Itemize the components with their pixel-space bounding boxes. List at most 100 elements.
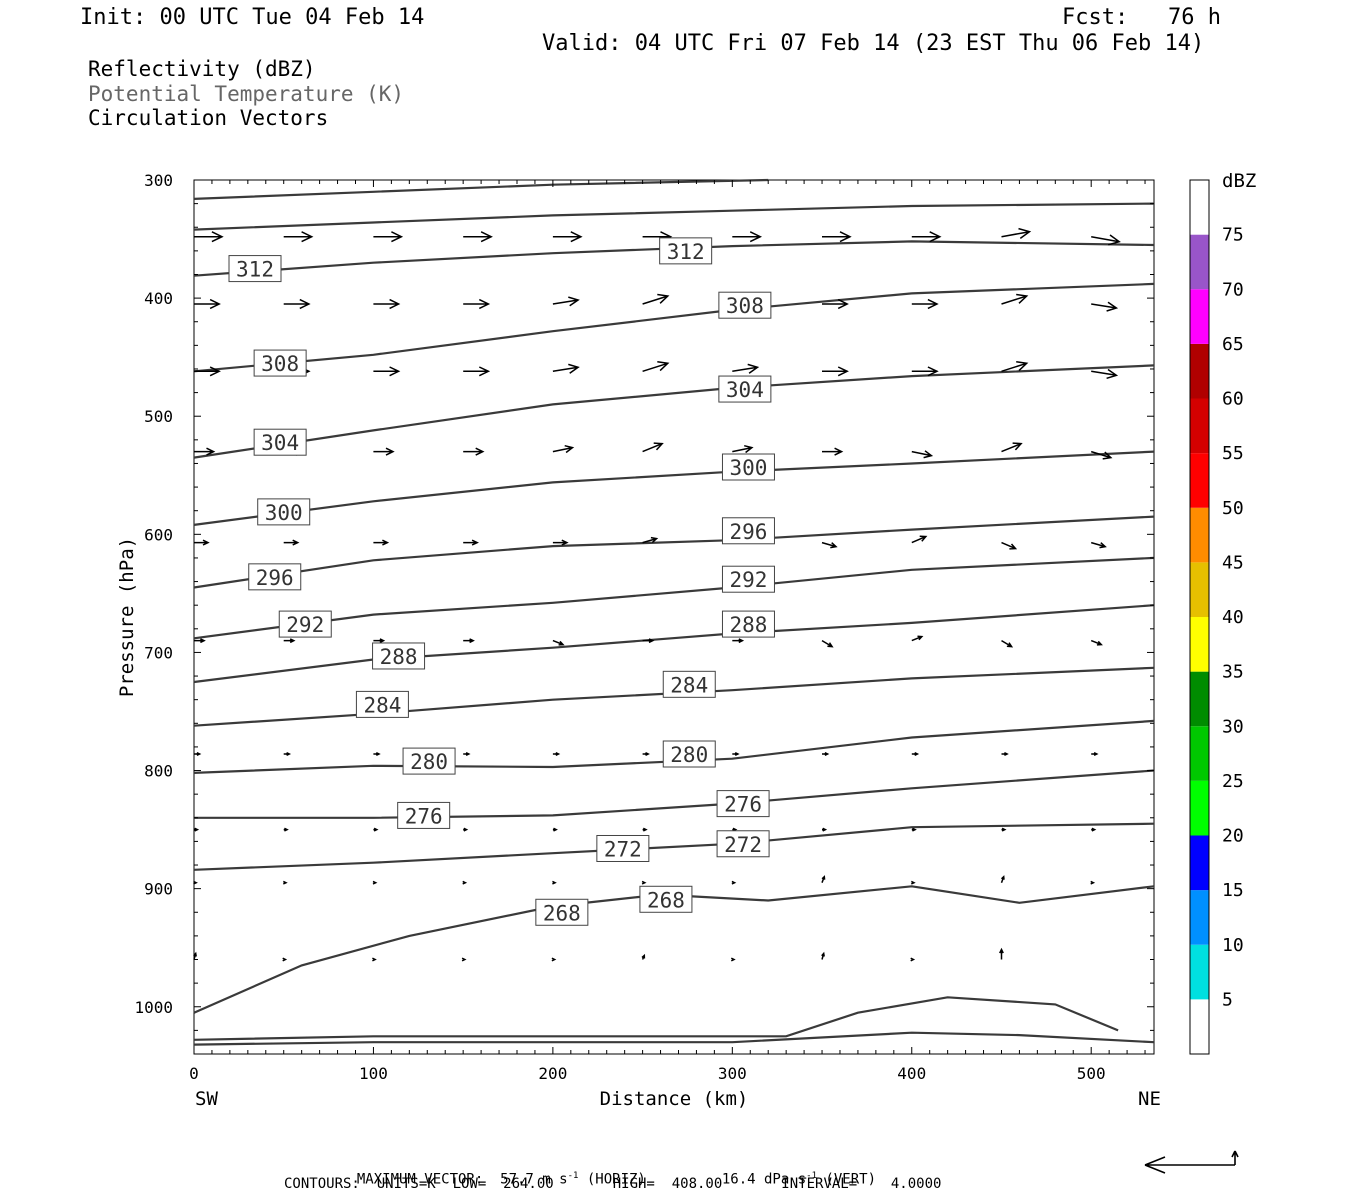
colorbar-segment	[1190, 562, 1209, 617]
contour-label-box	[397, 801, 451, 829]
contour-label: 272	[724, 833, 762, 857]
circulation-vector	[911, 450, 934, 459]
circulation-vector	[911, 535, 928, 544]
circulation-vector	[373, 298, 401, 310]
unit-exponent: -1	[567, 1171, 579, 1181]
contour-label: 276	[405, 804, 443, 828]
x-tick-label: 200	[538, 1064, 567, 1083]
colorbar-tick-label: 25	[1222, 771, 1244, 792]
circulation-vector	[552, 296, 580, 307]
circulation-vector	[642, 638, 655, 644]
circulation-vector	[732, 231, 763, 243]
theta-contour-line	[193, 450, 1155, 526]
circulation-vector	[373, 638, 386, 644]
circulation-vector	[462, 880, 468, 885]
circulation-vector	[283, 827, 289, 832]
x-end-label-right: NE	[1138, 1088, 1161, 1110]
contour-label-box	[721, 610, 775, 638]
theta-contour-line	[193, 364, 1155, 459]
contour-label-box	[248, 563, 302, 591]
circulation-vector	[282, 957, 288, 962]
theta-contour-line	[194, 769, 1155, 819]
circulation-vector	[910, 880, 916, 885]
colorbar-segment	[1190, 944, 1209, 1000]
circulation-vector	[194, 231, 224, 243]
colorbar-tick-label: 35	[1222, 662, 1244, 683]
contours-group	[193, 178, 1155, 1046]
x-tick-label: 0	[189, 1064, 199, 1083]
unit-exponent: -1	[806, 1171, 817, 1181]
circulation-vector	[821, 541, 838, 549]
legend-reflectivity: Reflectivity (dBZ)	[88, 57, 316, 81]
contour-label-box	[716, 830, 770, 858]
circulation-vector	[194, 752, 202, 756]
circulation-vector	[194, 638, 206, 644]
colorbar-tick-label: 55	[1222, 443, 1244, 464]
circulation-vector	[552, 363, 580, 374]
max-vector-horiz: (HORIZ)	[578, 1171, 646, 1188]
theta-contour-line	[193, 1031, 1155, 1046]
vertical-vector-value: 16.4 dPa s	[721, 1171, 807, 1188]
contour-label: 288	[729, 613, 767, 637]
circulation-vector	[1091, 368, 1119, 380]
contour-label: 292	[729, 568, 767, 592]
contour-label-box	[721, 453, 775, 481]
valid-time: Valid: 04 UTC Fri 07 Feb 14 (23 EST Thu …	[542, 31, 1205, 56]
colorbar-tick-label: 15	[1222, 880, 1244, 901]
init-time: Init: 00 UTC Tue 04 Feb 14	[80, 5, 425, 30]
cross-section-chart: 3123123083083043043003002962962922922882…	[116, 170, 1256, 1110]
contour-label-box	[372, 642, 426, 670]
contour-label-box	[659, 237, 713, 265]
contour-label-box	[257, 498, 311, 526]
colorbar-tick-label: 10	[1222, 935, 1244, 956]
colorbar-frame	[1189, 179, 1210, 1055]
contour-label: 280	[670, 743, 708, 767]
circulation-vector	[463, 366, 491, 377]
colorbar-segment	[1190, 780, 1209, 836]
circulation-vector	[642, 536, 659, 544]
circulation-vector	[822, 231, 852, 243]
circulation-vector	[463, 752, 471, 756]
colorbar-unit: dBZ	[1222, 170, 1256, 192]
x-end-label-left: SW	[195, 1088, 218, 1110]
circulation-vector	[552, 231, 583, 243]
circulation-vector	[461, 957, 467, 962]
theta-contour-line	[193, 666, 1155, 727]
contour-label-box	[662, 740, 716, 768]
plot-area	[193, 179, 1155, 1055]
contour-label: 276	[724, 793, 762, 817]
circulation-vector	[283, 752, 292, 756]
contour-labels-group: 312 312 308 308 304 304 300 300 296 296 292 292 288 2…	[228, 237, 775, 926]
colorbar-tick-label: 30	[1222, 716, 1244, 737]
circulation-vector	[821, 639, 834, 648]
contour-label: 284	[670, 673, 708, 697]
legend-potential-temperature: Potential Temperature (K)	[88, 82, 405, 106]
circulation-vector	[1091, 827, 1097, 832]
contour-label-box	[253, 349, 307, 377]
circulation-vector	[283, 539, 300, 546]
circulation-vector	[822, 366, 849, 377]
circulation-vector	[282, 880, 288, 885]
circulation-vector	[372, 880, 378, 885]
circulation-vector	[911, 366, 939, 377]
circulation-vector	[1000, 875, 1005, 883]
contour-label-box	[716, 790, 770, 818]
colorbar-segment	[1190, 507, 1209, 563]
circulation-vector	[463, 539, 479, 546]
colorbar-tick-label: 50	[1222, 498, 1244, 519]
colorbar-segment	[1190, 617, 1209, 672]
circulation-vector	[283, 298, 311, 310]
colorbar-segment	[1190, 999, 1209, 1054]
circulation-vector	[642, 442, 664, 453]
colorbar-segment	[1190, 343, 1209, 399]
circulation-vector	[552, 827, 558, 832]
reference-vector-arrow	[1144, 1150, 1239, 1174]
contour-label: 312	[667, 240, 705, 264]
circulation-vector	[373, 447, 395, 456]
x-tick-label: 100	[359, 1064, 388, 1083]
theta-contour-line	[193, 556, 1155, 640]
contour-label: 280	[410, 750, 448, 774]
circulation-vector	[1090, 541, 1107, 549]
circulation-vector	[373, 752, 381, 756]
colorbar-tick-label: 75	[1222, 225, 1244, 246]
